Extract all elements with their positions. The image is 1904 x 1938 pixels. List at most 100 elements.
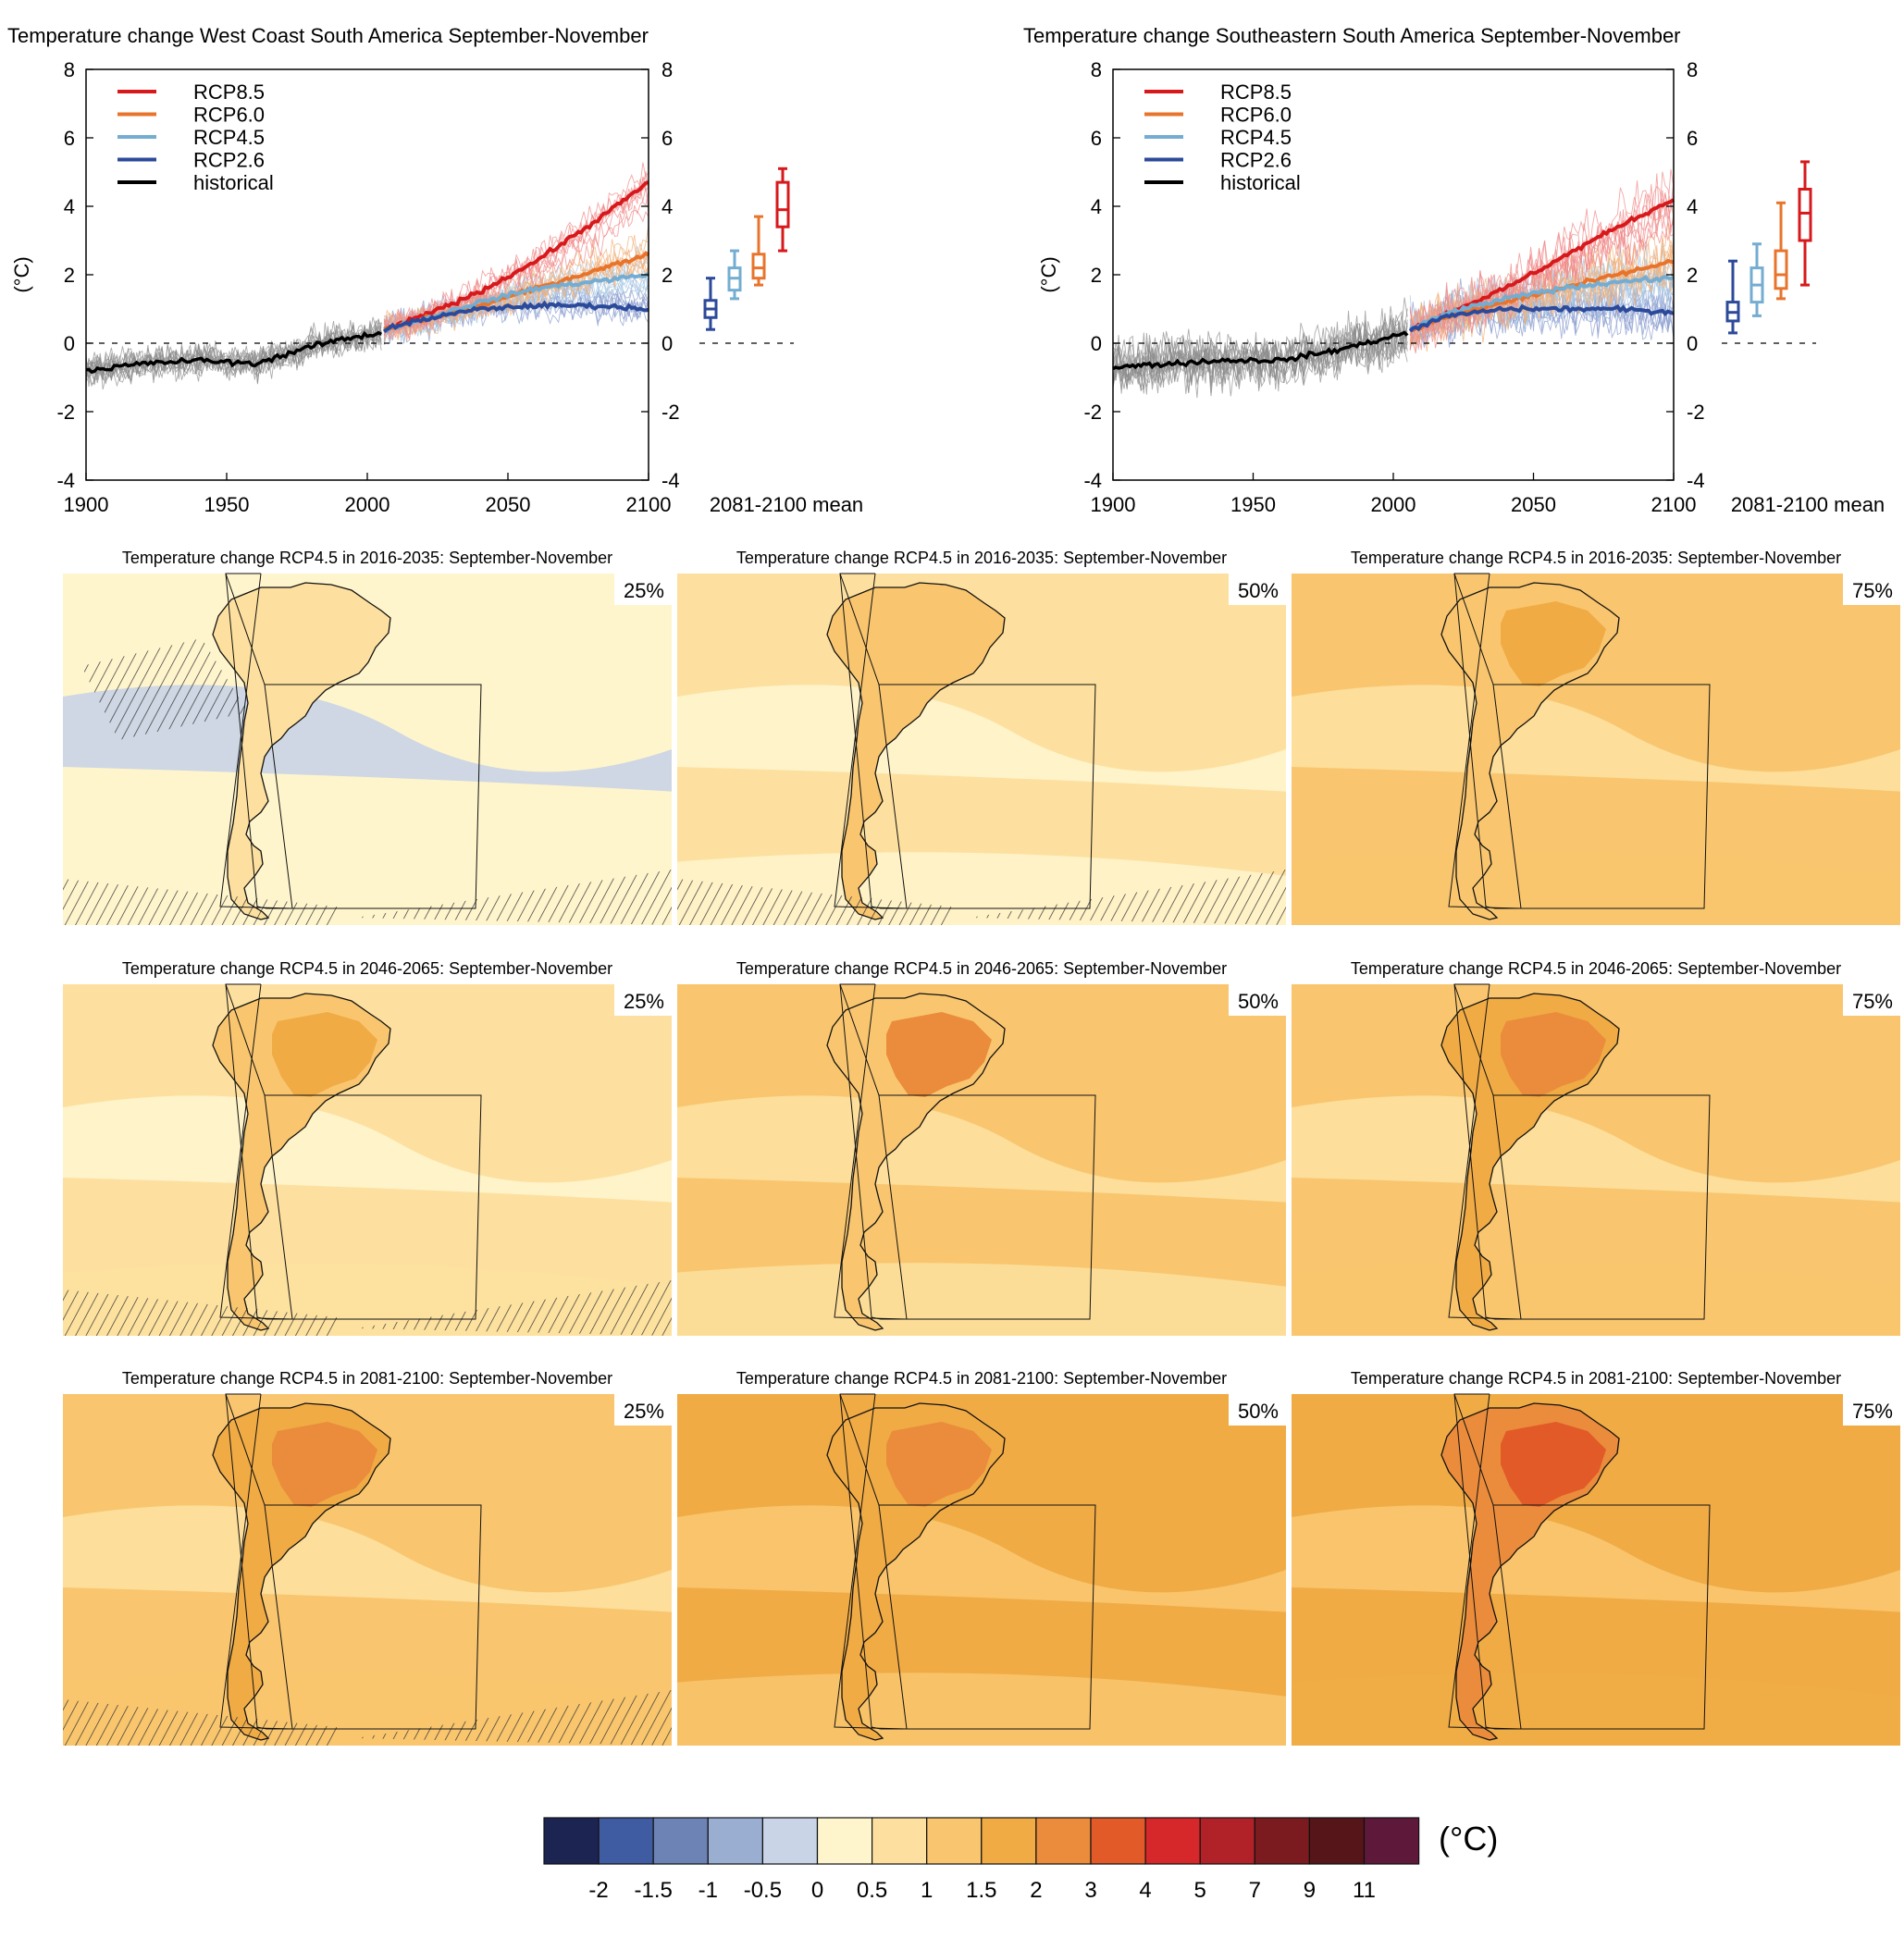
x-tick-label: 1950: [204, 493, 250, 516]
y-tick-label-right: -2: [661, 401, 680, 424]
map-coastline: [212, 582, 391, 920]
legend-label: RCP6.0: [193, 104, 265, 127]
colorbar-box: [1144, 1817, 1201, 1865]
colorbar-tick-label: 1.5: [966, 1878, 996, 1903]
map-percentile-bg: [614, 1394, 672, 1426]
x-tick-label: 2100: [1651, 493, 1697, 516]
map-coastline: [1440, 993, 1620, 1331]
colorbar-tick-label: -2: [588, 1878, 608, 1903]
boxplot-rcp45: [1749, 242, 1764, 317]
colorbar-tick-label: 9: [1304, 1878, 1316, 1903]
colorbar-tick-label: 3: [1084, 1878, 1096, 1903]
x-tick-label: 1900: [64, 493, 109, 516]
map-panel: 50%: [677, 573, 1286, 925]
scenario-member-line: [383, 171, 649, 339]
map-region-southeastern: [225, 1393, 482, 1730]
colorbar-tick-label: 11: [1353, 1878, 1376, 1903]
historical-member-line: [1112, 316, 1408, 394]
timeseries-plot: -4 -4 -2 -2 0 0 2 2 4 4 6 6 8 8 1900 1950 2000 2050 2100 (°…: [10, 58, 794, 516]
boxplot-label: 2081-2100 mean: [710, 493, 863, 516]
map-percentile-bg: [614, 574, 672, 605]
y-tick-label: 0: [64, 332, 75, 355]
boxplot-rcp85: [1798, 160, 1812, 287]
x-tick-label: 2050: [1511, 493, 1556, 516]
map-percentile-label: 50%: [1238, 579, 1279, 602]
map-panel: 25%: [63, 573, 672, 925]
scenario-member-line: [1409, 168, 1675, 351]
colorbar-box: [1035, 1817, 1092, 1865]
map-percentile-bg: [1229, 574, 1286, 605]
historical-member-line: [85, 330, 382, 382]
map-hatch-region: [81, 638, 248, 740]
x-tick-label: 1950: [1230, 493, 1276, 516]
scenario-member-line: [1409, 234, 1675, 346]
map-percentile-label: 50%: [1238, 990, 1279, 1013]
colorbar-box: [1090, 1817, 1146, 1865]
map-region-southeastern: [225, 983, 482, 1320]
y-tick-label-right: 2: [661, 264, 673, 287]
map-title: Temperature change RCP4.5 in 2016-2035: …: [1351, 549, 1841, 567]
map-ocean-band: [63, 1095, 672, 1203]
colorbar-tick-label: -0.5: [744, 1878, 782, 1903]
boxplot-box: [751, 253, 766, 280]
colorbar-tick-label: 7: [1249, 1878, 1261, 1903]
map-coastline: [212, 993, 391, 1331]
map-title: Temperature change RCP4.5 in 2046-2065: …: [736, 959, 1227, 978]
map-region-southeastern: [225, 573, 482, 909]
colorbar-box: [707, 1817, 763, 1865]
y-tick-label-right: 6: [661, 127, 673, 150]
colorbar-box: [1308, 1817, 1366, 1865]
map-southern-band: [677, 1263, 1286, 1336]
boxplot-label: 2081-2100 mean: [1731, 493, 1885, 516]
map-panel: 25%: [63, 1393, 672, 1746]
series-line-rcp45: [383, 272, 650, 334]
series-line-historical: [1112, 330, 1409, 371]
colorbar-box: [926, 1817, 983, 1865]
boxplot-box: [1798, 188, 1812, 242]
colorbar-box: [1199, 1817, 1255, 1865]
map-region-southeastern: [839, 1393, 1096, 1730]
map-title: Temperature change RCP4.5 in 2046-2065: …: [1351, 959, 1841, 978]
map-southern-band: [1292, 852, 1900, 925]
map-region-southeastern: [1453, 1393, 1711, 1730]
map-percentile-label: 25%: [624, 579, 664, 602]
map-panel: 50%: [677, 983, 1286, 1336]
colorbar-unit: (°C): [1439, 1820, 1498, 1858]
map-panel: 50%: [677, 1393, 1286, 1746]
series-line-rcp85: [383, 180, 649, 332]
boxplot-rcp26: [1725, 259, 1740, 335]
boxplot-rcp45: [727, 249, 742, 301]
colorbar-box: [816, 1817, 873, 1865]
boxplot-rcp26: [703, 277, 718, 331]
x-tick-label: 2100: [626, 493, 672, 516]
series-line-rcp26: [382, 300, 649, 333]
map-core-field: [1501, 601, 1606, 686]
map-core-field: [1501, 1422, 1606, 1507]
y-tick-label: 6: [1091, 127, 1102, 150]
map-panel: 75%: [1292, 1393, 1900, 1746]
y-tick-label: -4: [1083, 469, 1102, 492]
scenario-member-line: [384, 257, 649, 339]
y-tick-label-right: 4: [661, 195, 673, 218]
timeseries-plot: -4 -4 -2 -2 0 0 2 2 4 4 6 6 8 8 1900 1950 2000 2050 2100 (°…: [1037, 58, 1816, 516]
map-grid: 25% Temperature change RCP4.5 in 2016-203…: [63, 549, 1900, 1746]
map-ocean-band: [677, 685, 1286, 792]
timeseries-panel-southeastern: Temperature change Southeastern South Am…: [1023, 24, 1885, 516]
map-percentile-label: 75%: [1852, 579, 1893, 602]
map-core-field: [886, 1422, 992, 1507]
y-tick-label-right: 4: [1687, 195, 1698, 218]
timeseries-panel-west-coast: Temperature change West Coast South Amer…: [7, 24, 863, 516]
y-tick-label: 8: [1091, 58, 1102, 81]
map-coastline: [1440, 1402, 1620, 1741]
map-percentile-bg: [1843, 1394, 1900, 1426]
map-coastline: [826, 1402, 1006, 1741]
series-line-historical: [85, 330, 383, 375]
map-southern-band: [1292, 1673, 1900, 1746]
map-percentile-bg: [1843, 574, 1900, 605]
map-ocean-band: [677, 1505, 1286, 1612]
y-tick-label: -4: [56, 469, 75, 492]
map-hatch-region: [63, 870, 672, 925]
map-core-field: [272, 601, 377, 686]
map-panel: 25%: [63, 983, 672, 1336]
